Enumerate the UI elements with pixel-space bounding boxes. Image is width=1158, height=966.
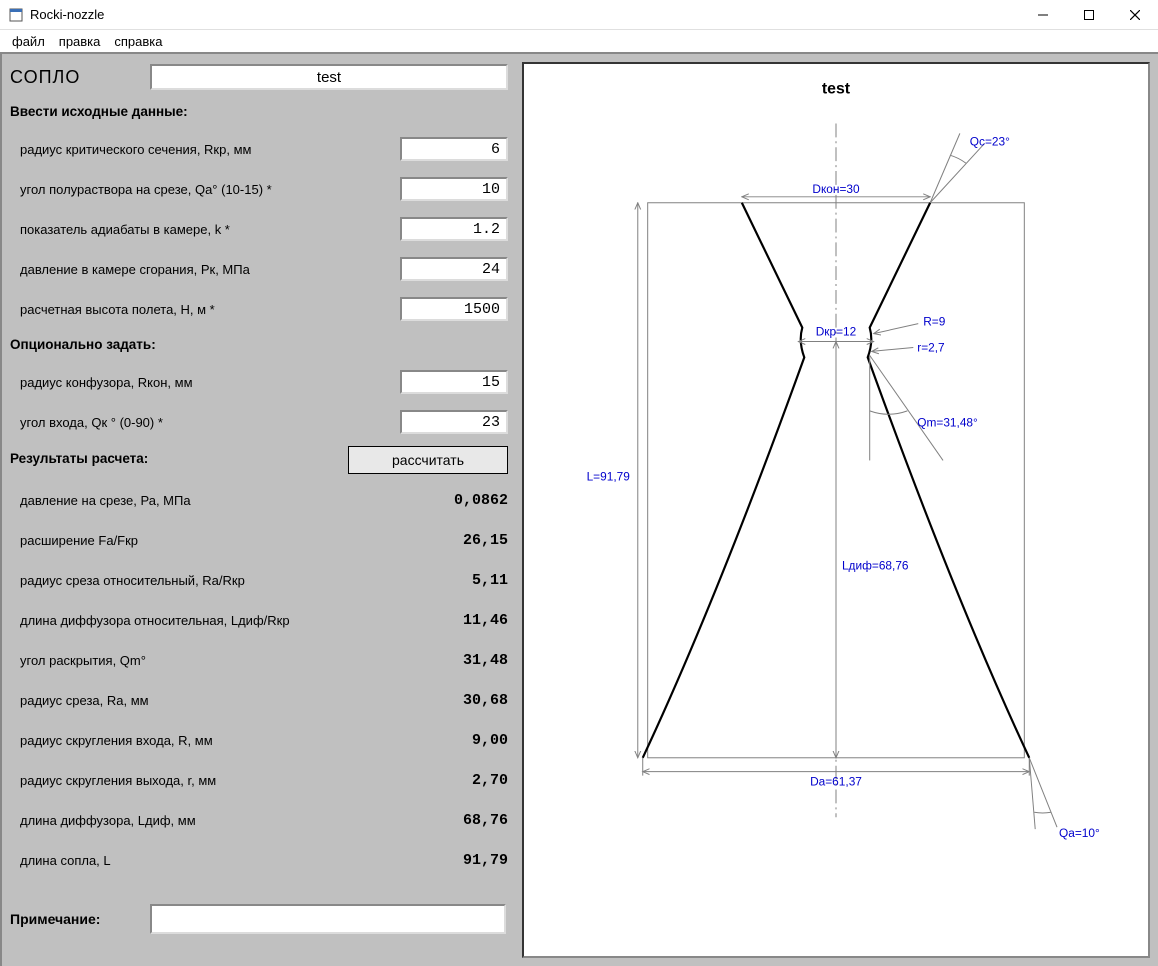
- label-res-qm: угол раскрытия, Qm°: [20, 653, 400, 668]
- input-pk[interactable]: [400, 257, 508, 281]
- label-k: показатель адиабаты в камере, k *: [20, 222, 400, 237]
- svg-text:Dкон=30: Dкон=30: [812, 182, 860, 196]
- input-rkon[interactable]: [400, 370, 508, 394]
- optional-section-title: Опционально задать:: [10, 337, 514, 352]
- svg-text:Dкр=12: Dкр=12: [816, 325, 857, 339]
- svg-text:Da=61,37: Da=61,37: [810, 775, 862, 789]
- window-close-button[interactable]: [1112, 0, 1158, 30]
- value-res-ra: 30,68: [400, 692, 508, 709]
- window-minimize-button[interactable]: [1020, 0, 1066, 30]
- label-res-ra: радиус среза, Ra, мм: [20, 693, 400, 708]
- label-h: расчетная высота полета, H, м *: [20, 302, 400, 317]
- content-area: СОПЛО Ввести исходные данные: радиус кри…: [0, 52, 1158, 966]
- label-res-rout: радиус скругления выхода, r, мм: [20, 773, 400, 788]
- svg-text:Qс=23°: Qс=23°: [970, 134, 1010, 148]
- svg-text:test: test: [822, 81, 851, 98]
- input-h[interactable]: [400, 297, 508, 321]
- label-res-ldif: длина диффузора, Lдиф, мм: [20, 813, 400, 828]
- svg-text:Qa=10°: Qa=10°: [1059, 826, 1100, 840]
- menu-edit[interactable]: правка: [59, 34, 101, 49]
- input-qa[interactable]: [400, 177, 508, 201]
- svg-text:L=91,79: L=91,79: [587, 469, 631, 483]
- form-panel: СОПЛО Ввести исходные данные: радиус кри…: [2, 54, 522, 966]
- inputs-section-title: Ввести исходные данные:: [10, 104, 514, 119]
- window-titlebar: Rocki-nozzle: [0, 0, 1158, 30]
- window-maximize-button[interactable]: [1066, 0, 1112, 30]
- svg-text:r=2,7: r=2,7: [917, 340, 944, 354]
- header-label: СОПЛО: [10, 67, 150, 88]
- value-res-rarkr: 5,11: [400, 572, 508, 589]
- value-res-rout: 2,70: [400, 772, 508, 789]
- window-title: Rocki-nozzle: [30, 7, 104, 22]
- label-rkon: радиус конфузора, Rкон, мм: [20, 375, 400, 390]
- label-rkr: радиус критического сечения, Rкр, мм: [20, 142, 400, 157]
- value-res-qm: 31,48: [400, 652, 508, 669]
- menu-help[interactable]: справка: [114, 34, 162, 49]
- input-qk[interactable]: [400, 410, 508, 434]
- label-res-fafkr: расширение Fa/Fкр: [20, 533, 400, 548]
- nozzle-drawing: test Qс=23° Dкон=30 Dкр=12 R=9 r=2,7 Qm=31,48°…: [522, 62, 1150, 958]
- note-label: Примечание:: [10, 911, 140, 927]
- menu-file[interactable]: файл: [12, 34, 45, 49]
- value-res-l: 91,79: [400, 852, 508, 869]
- label-res-rin: радиус скругления входа, R, мм: [20, 733, 400, 748]
- value-res-ldifrkr: 11,46: [400, 612, 508, 629]
- label-res-rarkr: радиус среза относительный, Ra/Rкр: [20, 573, 400, 588]
- svg-text:Qm=31,48°: Qm=31,48°: [917, 416, 978, 430]
- label-res-ldifrkr: длина диффузора относительная, Lдиф/Rкр: [20, 613, 400, 628]
- value-res-ldif: 68,76: [400, 812, 508, 829]
- label-res-pa: давление на срезе, Ра, МПа: [20, 493, 400, 508]
- label-qa: угол полураствора на срезе, Qа° (10-15) …: [20, 182, 400, 197]
- nozzle-name-input[interactable]: [150, 64, 508, 90]
- note-input[interactable]: [150, 904, 506, 934]
- drawing-panel: test Qс=23° Dкон=30 Dкр=12 R=9 r=2,7 Qm=31,48°…: [522, 54, 1158, 966]
- value-res-fafkr: 26,15: [400, 532, 508, 549]
- value-res-rin: 9,00: [400, 732, 508, 749]
- nozzle-svg: test Qс=23° Dкон=30 Dкр=12 R=9 r=2,7 Qm=31,48°…: [524, 64, 1148, 956]
- value-res-pa: 0,0862: [400, 492, 508, 509]
- svg-text:R=9: R=9: [923, 315, 946, 329]
- input-rkr[interactable]: [400, 137, 508, 161]
- svg-text:Lдиф=68,76: Lдиф=68,76: [842, 558, 909, 572]
- label-qk: угол входа, Qк ° (0-90) *: [20, 415, 400, 430]
- label-res-l: длина сопла, L: [20, 853, 400, 868]
- calculate-button[interactable]: рассчитать: [348, 446, 508, 474]
- input-k[interactable]: [400, 217, 508, 241]
- app-icon: [8, 7, 24, 23]
- menubar: файл правка справка: [0, 30, 1158, 52]
- label-pk: давление в камере сгорания, Pк, МПа: [20, 262, 400, 277]
